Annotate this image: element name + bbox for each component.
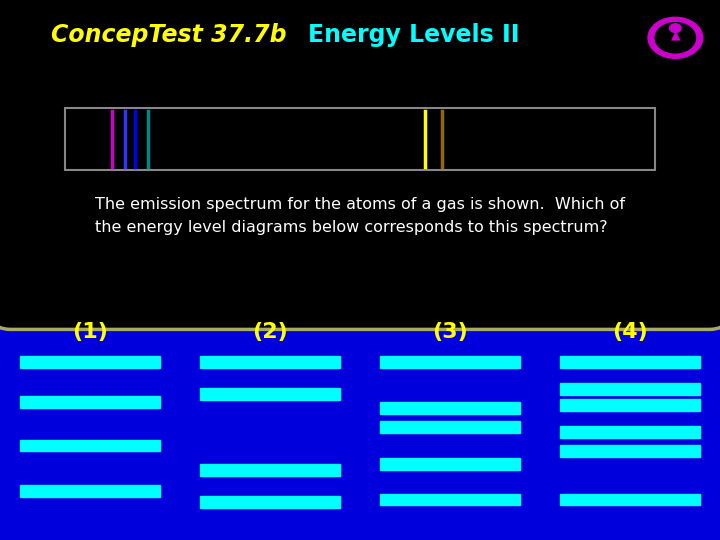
Bar [560, 356, 700, 368]
Bar [560, 426, 700, 438]
Bar [199, 356, 340, 368]
Bar [380, 494, 520, 505]
FancyBboxPatch shape [0, 0, 720, 329]
Bar [560, 445, 700, 457]
Bar [199, 496, 340, 508]
Bar [560, 383, 700, 395]
Bar [19, 485, 160, 497]
Text: (4): (4) [612, 322, 648, 342]
Bar [199, 464, 340, 476]
Circle shape [670, 24, 681, 32]
Text: The emission spectrum for the atoms of a gas is shown.  Which of
the energy leve: The emission spectrum for the atoms of a… [95, 198, 625, 234]
Bar [199, 388, 340, 400]
Bar [380, 421, 520, 433]
Text: (1): (1) [72, 322, 108, 342]
Text: (3): (3) [432, 322, 468, 342]
Bar [19, 396, 160, 408]
Bar [19, 440, 160, 451]
Text: Energy Levels II: Energy Levels II [308, 23, 520, 47]
Bar [380, 402, 520, 414]
Bar [560, 399, 700, 411]
Text: ▲: ▲ [670, 29, 680, 42]
Text: ConcepTest 37.7b: ConcepTest 37.7b [51, 23, 287, 47]
Bar [380, 458, 520, 470]
Bar [65, 108, 655, 170]
Bar [560, 494, 700, 505]
Bar [380, 356, 520, 368]
Circle shape [648, 17, 703, 58]
Text: (2): (2) [252, 322, 288, 342]
Circle shape [655, 23, 696, 53]
Bar [19, 356, 160, 368]
